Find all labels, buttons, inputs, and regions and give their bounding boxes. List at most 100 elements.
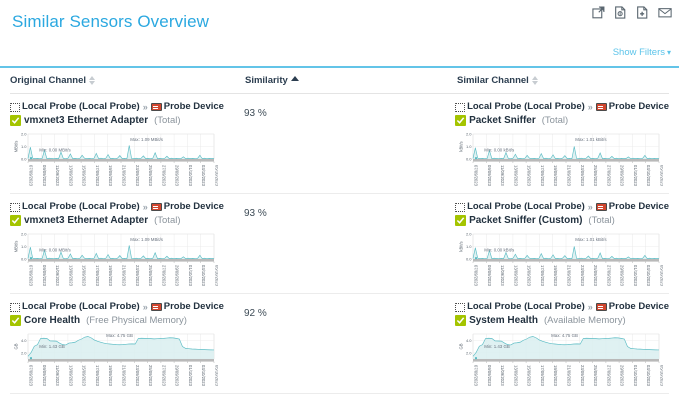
- channel-subtitle: (Free Physical Memory): [86, 315, 187, 326]
- page-header: Similar Sensors Overview: [0, 0, 679, 44]
- device-icon: [595, 103, 607, 111]
- svg-text:Min: 0.00 kBit/s: Min: 0.00 kBit/s: [484, 148, 515, 153]
- svg-text:19/09/2023: 19/09/2023: [553, 265, 558, 287]
- svg-text:27/09/2023: 27/09/2023: [161, 365, 166, 387]
- svg-text:2.0: 2.0: [21, 350, 27, 355]
- svg-text:29/09/2023: 29/09/2023: [175, 165, 180, 187]
- channel-name[interactable]: vmxnet3 Ethernet Adapter: [24, 215, 149, 226]
- breadcrumb-device[interactable]: Probe Device: [608, 301, 669, 312]
- channel-name[interactable]: Packet Sniffer (Custom): [469, 215, 583, 226]
- device-icon: [595, 303, 607, 311]
- svg-text:17/09/2023: 17/09/2023: [95, 365, 100, 387]
- breadcrumb: Local Probe (Local Probe) » Probe Device: [10, 201, 244, 213]
- similar-channel-cell: Local Probe (Local Probe) » Probe Device…: [455, 201, 669, 289]
- probe-icon: [10, 102, 20, 112]
- svg-text:27/09/2023: 27/09/2023: [606, 165, 611, 187]
- channel-name[interactable]: Packet Sniffer: [469, 115, 536, 126]
- svg-text:25/09/2023: 25/09/2023: [148, 365, 153, 387]
- breadcrumb-probe[interactable]: Local Probe (Local Probe): [22, 101, 140, 112]
- breadcrumb: Local Probe (Local Probe) » Probe Device: [10, 101, 244, 113]
- table-row: Local Probe (Local Probe) » Probe Device…: [10, 94, 669, 194]
- export-pdf-icon[interactable]: [614, 6, 627, 19]
- status-ok-icon: [10, 115, 21, 126]
- svg-text:19/09/2023: 19/09/2023: [553, 165, 558, 187]
- svg-text:0.0: 0.0: [466, 157, 472, 162]
- svg-text:23/09/2023: 23/09/2023: [135, 165, 140, 187]
- probe-icon: [10, 302, 20, 312]
- chart-r3-similar: 2.0 4.0 GB Min: 1.43 GB Max: 4.75 GB 07/09/20…: [455, 331, 669, 389]
- svg-text:21/09/2023: 21/09/2023: [567, 365, 572, 387]
- breadcrumb-probe[interactable]: Local Probe (Local Probe): [467, 301, 585, 312]
- svg-text:GB: GB: [459, 343, 464, 349]
- svg-text:03/10/2023: 03/10/2023: [201, 165, 206, 187]
- svg-text:17/09/2023: 17/09/2023: [95, 165, 100, 187]
- svg-text:11/09/2023: 11/09/2023: [55, 365, 60, 386]
- original-channel-cell: Local Probe (Local Probe) » Probe Device…: [10, 301, 244, 389]
- device-icon: [150, 103, 162, 111]
- svg-text:09/09/2023: 09/09/2023: [487, 265, 492, 287]
- breadcrumb-separator: »: [142, 302, 148, 312]
- svg-text:Min: 1.43 GB: Min: 1.43 GB: [39, 344, 65, 349]
- svg-text:25/09/2023: 25/09/2023: [593, 165, 598, 187]
- svg-text:0.0: 0.0: [21, 157, 27, 162]
- column-header-similarity[interactable]: Similarity: [245, 75, 457, 86]
- svg-text:13/09/2023: 13/09/2023: [513, 365, 518, 387]
- svg-text:05/10/2023: 05/10/2023: [660, 365, 664, 387]
- svg-text:11/09/2023: 11/09/2023: [55, 265, 60, 286]
- breadcrumb-device[interactable]: Probe Device: [163, 301, 224, 312]
- breadcrumb-probe[interactable]: Local Probe (Local Probe): [22, 201, 140, 212]
- probe-icon: [455, 102, 466, 112]
- chart-r2-original: 0.0 1.0 2.0 MBit/s Min: 0.00 MBit/s Max: 1.09…: [10, 231, 244, 289]
- svg-text:09/09/2023: 09/09/2023: [487, 165, 492, 187]
- filter-bar: Show Filters ▾: [0, 44, 679, 66]
- breadcrumb-device[interactable]: Probe Device: [163, 101, 224, 112]
- svg-text:23/09/2023: 23/09/2023: [580, 365, 585, 387]
- breadcrumb-probe[interactable]: Local Probe (Local Probe): [467, 101, 585, 112]
- svg-text:07/09/2023: 07/09/2023: [474, 365, 479, 387]
- breadcrumb-probe[interactable]: Local Probe (Local Probe): [22, 301, 140, 312]
- svg-text:kBit/s: kBit/s: [459, 141, 464, 151]
- send-email-icon[interactable]: [658, 6, 672, 19]
- add-report-icon[interactable]: [636, 6, 649, 19]
- status-ok-icon: [10, 215, 21, 226]
- channel-name[interactable]: System Health: [469, 315, 538, 326]
- svg-text:21/09/2023: 21/09/2023: [122, 365, 127, 387]
- svg-text:01/10/2023: 01/10/2023: [633, 265, 638, 287]
- show-filters-label: Show Filters: [612, 47, 665, 58]
- svg-text:Max: 1.09 MBit/s: Max: 1.09 MBit/s: [130, 137, 164, 142]
- breadcrumb-probe[interactable]: Local Probe (Local Probe): [467, 201, 585, 212]
- breadcrumb-device[interactable]: Probe Device: [608, 201, 669, 212]
- svg-text:11/09/2023: 11/09/2023: [500, 365, 505, 386]
- svg-text:15/09/2023: 15/09/2023: [82, 165, 87, 187]
- svg-text:4.0: 4.0: [466, 338, 472, 343]
- similarity-value: 93 %: [243, 108, 267, 119]
- svg-text:21/09/2023: 21/09/2023: [122, 265, 127, 287]
- column-header-original-channel[interactable]: Original Channel: [10, 75, 245, 86]
- channel-name[interactable]: vmxnet3 Ethernet Adapter: [24, 115, 149, 126]
- svg-text:03/10/2023: 03/10/2023: [646, 165, 651, 187]
- chart-r1-similar: 0.0 1.0 2.0 kBit/s Min: 0.00 kBit/s Max: 1.01…: [455, 131, 669, 189]
- svg-text:23/09/2023: 23/09/2023: [580, 265, 585, 287]
- svg-text:07/09/2023: 07/09/2023: [29, 365, 34, 387]
- svg-text:Min: 0.00 MBit/s: Min: 0.00 MBit/s: [39, 248, 71, 253]
- probe-icon: [10, 202, 20, 212]
- svg-text:Min: 1.43 GB: Min: 1.43 GB: [484, 344, 510, 349]
- table-row: Local Probe (Local Probe) » Probe Device…: [10, 294, 669, 394]
- show-filters-toggle[interactable]: Show Filters ▾: [613, 47, 671, 58]
- channel-subtitle: (Total): [154, 115, 181, 126]
- breadcrumb-device[interactable]: Probe Device: [163, 201, 224, 212]
- svg-text:13/09/2023: 13/09/2023: [68, 265, 73, 287]
- channel-name[interactable]: Core Health: [24, 315, 81, 326]
- svg-text:MBit/s: MBit/s: [14, 241, 19, 253]
- svg-text:17/09/2023: 17/09/2023: [540, 265, 545, 287]
- svg-text:17/09/2023: 17/09/2023: [95, 265, 100, 287]
- device-icon: [150, 303, 162, 311]
- svg-text:17/09/2023: 17/09/2023: [540, 165, 545, 187]
- open-external-icon[interactable]: [592, 6, 605, 19]
- svg-text:21/09/2023: 21/09/2023: [567, 165, 572, 187]
- svg-text:19/09/2023: 19/09/2023: [553, 365, 558, 387]
- svg-text:27/09/2023: 27/09/2023: [606, 265, 611, 287]
- column-header-similar-channel[interactable]: Similar Channel: [457, 75, 669, 86]
- breadcrumb-device[interactable]: Probe Device: [608, 101, 669, 112]
- svg-text:19/09/2023: 19/09/2023: [108, 165, 113, 187]
